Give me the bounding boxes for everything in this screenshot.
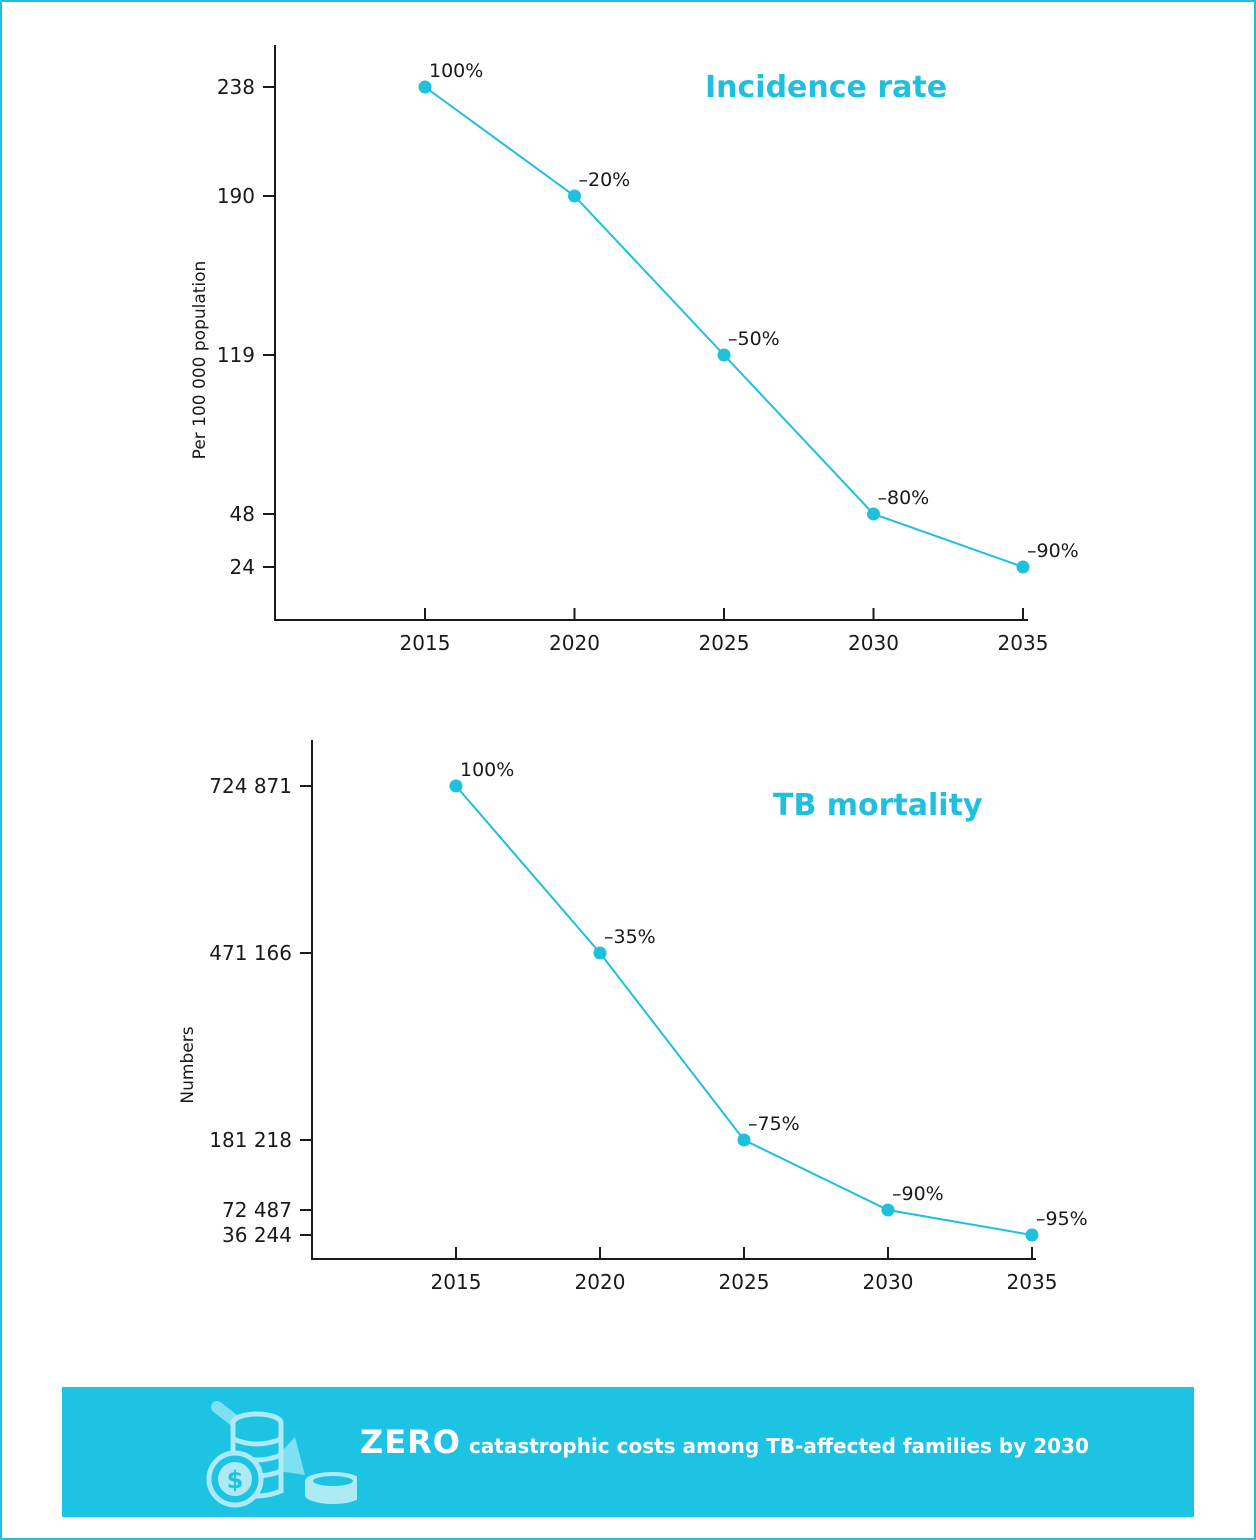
- data-label: 100%: [460, 759, 514, 781]
- data-label: –95%: [1036, 1208, 1088, 1230]
- y-tick-label: 724 871: [209, 774, 292, 798]
- data-point: [1025, 1228, 1039, 1242]
- series-line: [455, 785, 1033, 1236]
- data-label: –20%: [579, 169, 631, 191]
- x-tick-label: 2035: [998, 631, 1049, 655]
- data-point: [568, 189, 581, 203]
- data-point: [1016, 560, 1030, 574]
- coins-down-icon: $: [206, 1401, 357, 1508]
- y-tick-label: 24: [230, 555, 255, 579]
- banner-text: ZERO catastrophic costs among TB-affected…: [360, 1423, 1089, 1461]
- x-tick-label: 2015: [400, 631, 451, 655]
- y-tick-label: 238: [217, 75, 255, 99]
- y-tick-label: 119: [217, 343, 255, 367]
- x-tick-label: 2020: [575, 1270, 626, 1294]
- data-point: [867, 507, 880, 521]
- zero-costs-banner: $ ZERO catastrophic costs among TB-affect…: [62, 1387, 1194, 1517]
- data-label: 100%: [429, 60, 483, 82]
- chart-title: Incidence rate: [705, 70, 947, 105]
- y-tick-label: 48: [230, 502, 255, 526]
- data-point: [881, 1203, 895, 1217]
- y-tick-label: 471 166: [209, 941, 292, 965]
- data-label: –50%: [728, 328, 780, 350]
- data-label: –75%: [748, 1113, 800, 1135]
- data-label: –90%: [1027, 540, 1079, 562]
- y-axis-title: Per 100 000 population: [190, 261, 210, 460]
- y-tick-label: 36 244: [222, 1223, 292, 1247]
- banner-strong-text: ZERO: [360, 1423, 461, 1461]
- data-point: [593, 946, 607, 960]
- x-tick-label: 2035: [1007, 1270, 1058, 1294]
- data-label: –90%: [892, 1183, 944, 1205]
- x-tick-label: 2020: [549, 631, 600, 655]
- chart-title: TB mortality: [773, 788, 983, 823]
- data-label: –35%: [604, 926, 656, 948]
- x-tick-label: 2025: [719, 1270, 770, 1294]
- data-point: [449, 779, 463, 793]
- y-tick-label: 72 487: [222, 1198, 292, 1222]
- data-point: [418, 80, 432, 94]
- banner-body-text: catastrophic costs among TB-affected fam…: [468, 1434, 1089, 1458]
- x-tick-label: 2030: [848, 631, 899, 655]
- chart-1-axes: [311, 740, 1036, 1260]
- data-point: [717, 348, 731, 362]
- chart-0-axes: [274, 45, 1028, 621]
- x-tick-label: 2025: [699, 631, 750, 655]
- y-axis-title: Numbers: [178, 1026, 198, 1103]
- x-tick-label: 2030: [863, 1270, 914, 1294]
- incidence-rate-chart: 24 48 119 190 238 2015 2020 2025 2030 2035 Per 100…: [190, 45, 1079, 655]
- data-point: [737, 1133, 751, 1147]
- data-label: –80%: [878, 487, 930, 509]
- series-line: [424, 86, 1024, 568]
- y-tick-label: 190: [217, 184, 255, 208]
- x-tick-label: 2015: [431, 1270, 482, 1294]
- svg-text:$: $: [227, 1466, 244, 1494]
- y-tick-label: 181 218: [209, 1128, 292, 1152]
